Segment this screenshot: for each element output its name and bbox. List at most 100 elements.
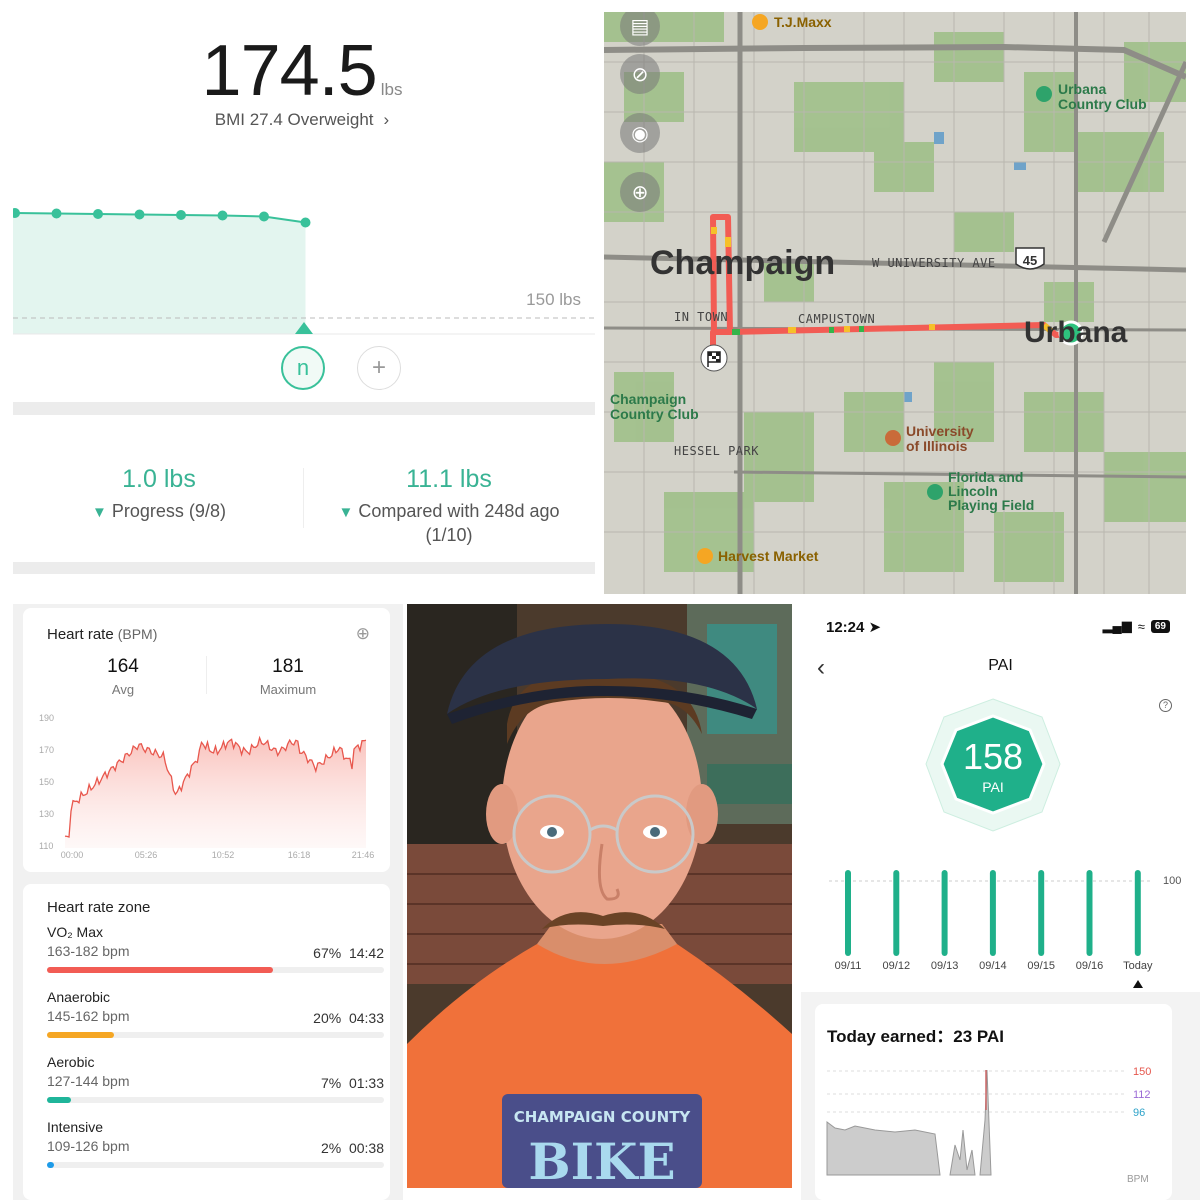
zone-bar-fill <box>47 1097 71 1103</box>
pai-y-label: 100 <box>1163 875 1182 887</box>
zone-row: Intensive 109-126 bpm 2% 00:38 <box>47 1119 384 1168</box>
level-112: 112 <box>1133 1089 1151 1101</box>
pai-day-bar[interactable] <box>1134 870 1141 956</box>
battery-icon: 69 <box>1150 619 1170 633</box>
pai-panel: 12:24 ➤ ▂▄▆ ≈ 69 ‹ PAI ? 158 PAI 100 09/… <box>801 604 1200 1200</box>
heart-rate-chart: 190 170 150 130 110 00:00 05:26 10:52 16… <box>39 713 374 860</box>
weight-point <box>93 209 103 219</box>
eye-icon[interactable]: ◉ <box>620 113 660 153</box>
weight-point <box>300 217 311 228</box>
weight-point <box>217 210 228 221</box>
zone-range: 109-126 bpm <box>47 1138 130 1154</box>
heart-rate-line <box>64 735 367 838</box>
today-earned-card: Today earned：23 PAI 150 112 96 BPM <box>815 1004 1172 1200</box>
stat-separator <box>303 468 304 528</box>
poi-harvest-market[interactable]: Harvest Market <box>718 548 819 564</box>
add-weight-button[interactable]: + <box>357 346 401 390</box>
poi-florida-lincoln-field[interactable]: Florida and Lincoln Playing Field <box>948 469 1035 513</box>
selfie-illustration: CHAMPAIGN COUNTY BIKE <box>407 604 792 1188</box>
bmi-text: BMI 27.4 Overweight <box>214 110 374 129</box>
pai-day-bar[interactable] <box>989 870 996 956</box>
zone-range: 163-182 bpm <box>47 943 130 959</box>
pai-title: PAI <box>988 657 1013 674</box>
triangle-down-icon: ▼ <box>92 504 107 521</box>
weight-points <box>13 208 311 228</box>
back-icon[interactable]: ‹ <box>817 654 825 681</box>
comparison-value: 11.1 lbs <box>406 465 492 493</box>
wifi-icon: ≈ <box>1137 618 1145 634</box>
zoom-in-icon[interactable]: ⊕ <box>355 624 370 643</box>
help-icon[interactable]: ? <box>1159 699 1172 712</box>
progress-label: Progress (9/8) <box>111 501 226 521</box>
zone-row: Aerobic 127-144 bpm 7% 01:33 <box>47 1054 384 1103</box>
comparison-sub: (1/10) <box>425 525 473 545</box>
district-in-town: IN TOWN <box>674 310 729 324</box>
pai-day-bar[interactable] <box>845 870 851 956</box>
progress-stat: 1.0 lbs ▼ Progress (9/8) <box>14 465 304 524</box>
poi-urbana-country-club[interactable]: Urbana Country Club <box>1058 81 1147 112</box>
map-canvas: 45 <box>604 12 1186 594</box>
start-point-icon <box>1058 320 1084 346</box>
bmi-link[interactable]: BMI 27.4 Overweight › <box>0 110 604 130</box>
hide-pace-icon[interactable]: ⊘ <box>620 54 660 94</box>
locate-icon[interactable]: ⊕ <box>620 172 660 212</box>
zone-name: Intensive <box>47 1119 104 1135</box>
heart-rate-panel: Heart rate (BPM) ⊕ 164 Avg 181 Maximum 19… <box>13 604 403 1200</box>
weight-unit: lbs <box>380 80 403 99</box>
poi-champaign-country-club[interactable]: Champaign Country Club <box>610 391 699 422</box>
level-150: 150 <box>1133 1066 1151 1078</box>
user-initial-button[interactable]: n <box>281 346 325 390</box>
comparison-label: Compared with 248d ago <box>358 501 560 521</box>
status-icons: ▂▄▆ ≈ 69 <box>1103 618 1170 634</box>
zone-bar-track <box>47 1097 384 1103</box>
weight-line <box>14 212 306 224</box>
route-45-shield-icon <box>1015 247 1045 270</box>
weight-point <box>134 209 145 220</box>
weight-area-fill <box>13 213 306 334</box>
y-tick-150: 150 <box>39 777 54 787</box>
pai-unit: PAI <box>982 779 1004 795</box>
zone-bar-track <box>47 1162 384 1168</box>
pai-badge-icon <box>940 714 1046 815</box>
zone-bar-track <box>47 1032 384 1038</box>
route-map[interactable]: 45 T.J.Maxx Urbana Country Club Champaign… <box>604 12 1186 594</box>
zone-row: VO₂ Max 163-182 bpm 67% 14:42 <box>47 924 384 973</box>
zone-bar-fill <box>47 967 273 973</box>
today-marker-icon <box>1133 980 1143 988</box>
zone-percent-time: 2% 00:38 <box>320 1140 384 1156</box>
pai-day-bar[interactable] <box>893 870 900 956</box>
district-campustown: CAMPUSTOWN <box>798 312 876 326</box>
zone-bar-track <box>47 967 384 973</box>
pai-day-label: 09/13 <box>930 960 959 972</box>
y-tick-190: 190 <box>39 713 54 723</box>
route-slow-segments <box>732 326 864 335</box>
x-tick-3: 16:18 <box>288 850 311 860</box>
pai-value: 158 <box>962 736 1024 777</box>
chevron-right-icon: › <box>383 110 390 129</box>
pai-day-bar[interactable] <box>941 870 948 956</box>
pai-graphics <box>829 698 1153 988</box>
weight-point <box>51 208 62 219</box>
poi-tj-maxx[interactable]: T.J.Maxx <box>774 14 832 30</box>
poi-university-of-illinois[interactable]: University of Illinois <box>906 423 974 454</box>
pai-day-bar[interactable] <box>1086 870 1093 956</box>
weight-point <box>259 211 269 222</box>
zone-bar-fill <box>47 1162 54 1168</box>
zone-bar-fill <box>47 1032 115 1038</box>
selfie-photo: CHAMPAIGN COUNTY BIKE <box>407 604 792 1188</box>
zone-percent-time: 7% 01:33 <box>320 1075 384 1091</box>
pai-day-bar[interactable] <box>1038 870 1045 956</box>
pai-day-label: Today <box>1123 960 1153 972</box>
zone-name: VO₂ Max <box>47 924 103 940</box>
heart-rate-title: Heart rate (BPM) <box>47 626 158 643</box>
zone-percent-time: 67% 14:42 <box>313 945 384 961</box>
weight-point <box>13 208 20 218</box>
pai-day-label: 09/14 <box>979 960 1007 972</box>
comparison-stat: 11.1 lbs ▼ Compared with 248d ago (1/10) <box>304 465 594 546</box>
map-style-icon[interactable]: ▤ <box>620 12 660 46</box>
pai-daily-bars <box>845 870 1141 956</box>
y-tick-130: 130 <box>39 809 54 819</box>
weight-point <box>176 210 186 220</box>
shirt-text-line2: BIKE <box>528 1132 675 1188</box>
stat-separator <box>206 656 207 694</box>
